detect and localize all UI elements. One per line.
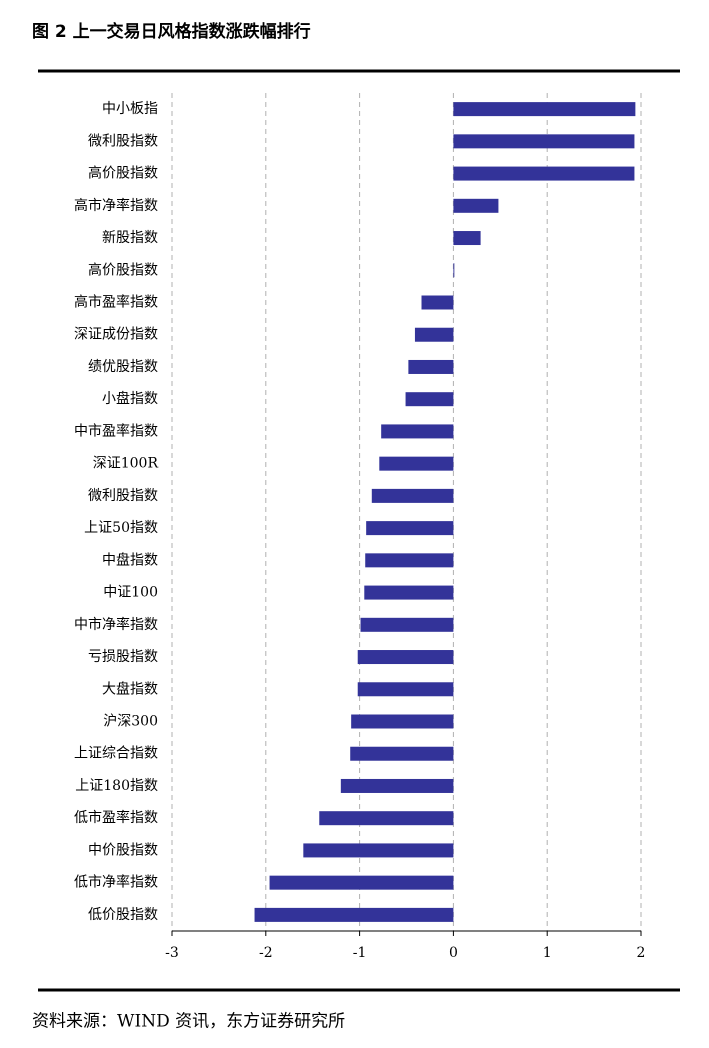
y-tick-label: 上证综合指数 <box>74 746 158 762</box>
bar <box>453 198 499 213</box>
chart-title: 图 2 上一交易日风格指数涨跌幅排行 <box>32 21 311 42</box>
bar <box>303 843 454 858</box>
y-tick-label: 高市净率指数 <box>74 197 158 214</box>
bar <box>357 650 454 665</box>
x-tick-label: -2 <box>259 945 273 961</box>
bar <box>414 327 454 342</box>
y-tick-label: 上证50指数 <box>84 520 158 536</box>
bar <box>453 263 455 278</box>
bar <box>453 166 635 181</box>
y-tick-label: 绩优股指数 <box>88 359 158 375</box>
bar <box>371 488 454 503</box>
x-tick-label: 1 <box>543 945 552 961</box>
y-tick-label: 低价股指数 <box>88 907 158 923</box>
bar <box>381 424 454 439</box>
bar <box>319 811 454 826</box>
bar <box>379 456 454 471</box>
bar <box>364 585 454 600</box>
bar <box>421 295 454 310</box>
y-tick-label: 高价股指数 <box>88 165 158 182</box>
bar <box>350 746 454 761</box>
x-tick-label: -1 <box>353 945 367 961</box>
y-tick-label: 中市净率指数 <box>74 616 158 633</box>
y-tick-label: 亏损股指数 <box>88 649 158 665</box>
bar <box>360 617 454 632</box>
y-tick-label: 沪深300 <box>103 714 158 730</box>
y-tick-label: 微利股指数 <box>88 488 158 504</box>
y-tick-label: 上证180指数 <box>75 778 158 794</box>
y-tick-label: 大盘指数 <box>102 680 158 697</box>
bar <box>408 359 454 374</box>
bar <box>254 907 454 922</box>
bar <box>269 875 454 890</box>
y-tick-label: 微利股指数 <box>88 133 158 149</box>
source-note: 资料来源：WIND 资讯，东方证券研究所 <box>32 1012 345 1032</box>
bar <box>453 231 481 246</box>
y-tick-label: 低市盈率指数 <box>74 809 158 826</box>
y-tick-label: 深证100R <box>93 456 159 472</box>
y-tick-label: 中小板指 <box>102 101 158 117</box>
y-tick-label: 中市盈率指数 <box>74 422 158 439</box>
bar <box>405 392 454 407</box>
y-tick-label: 深证成份指数 <box>74 327 158 343</box>
y-tick-label: 高市盈率指数 <box>74 294 158 311</box>
x-tick-label: 2 <box>637 945 646 961</box>
bar <box>453 134 635 149</box>
bar <box>365 553 454 568</box>
y-tick-label: 新股指数 <box>102 230 158 246</box>
bar <box>351 714 454 729</box>
bar <box>453 102 636 117</box>
bar <box>340 778 454 793</box>
x-tick-label: -3 <box>165 945 179 961</box>
y-tick-label: 中盘指数 <box>102 551 158 568</box>
bar <box>366 521 454 536</box>
y-tick-label: 中证100 <box>103 585 158 601</box>
y-tick-label: 低市净率指数 <box>74 874 158 891</box>
y-tick-label: 小盘指数 <box>102 390 158 407</box>
bar <box>357 682 454 697</box>
y-tick-label: 中价股指数 <box>88 842 158 858</box>
y-tick-label: 高价股指数 <box>88 261 158 278</box>
x-tick-label: 0 <box>449 945 458 961</box>
